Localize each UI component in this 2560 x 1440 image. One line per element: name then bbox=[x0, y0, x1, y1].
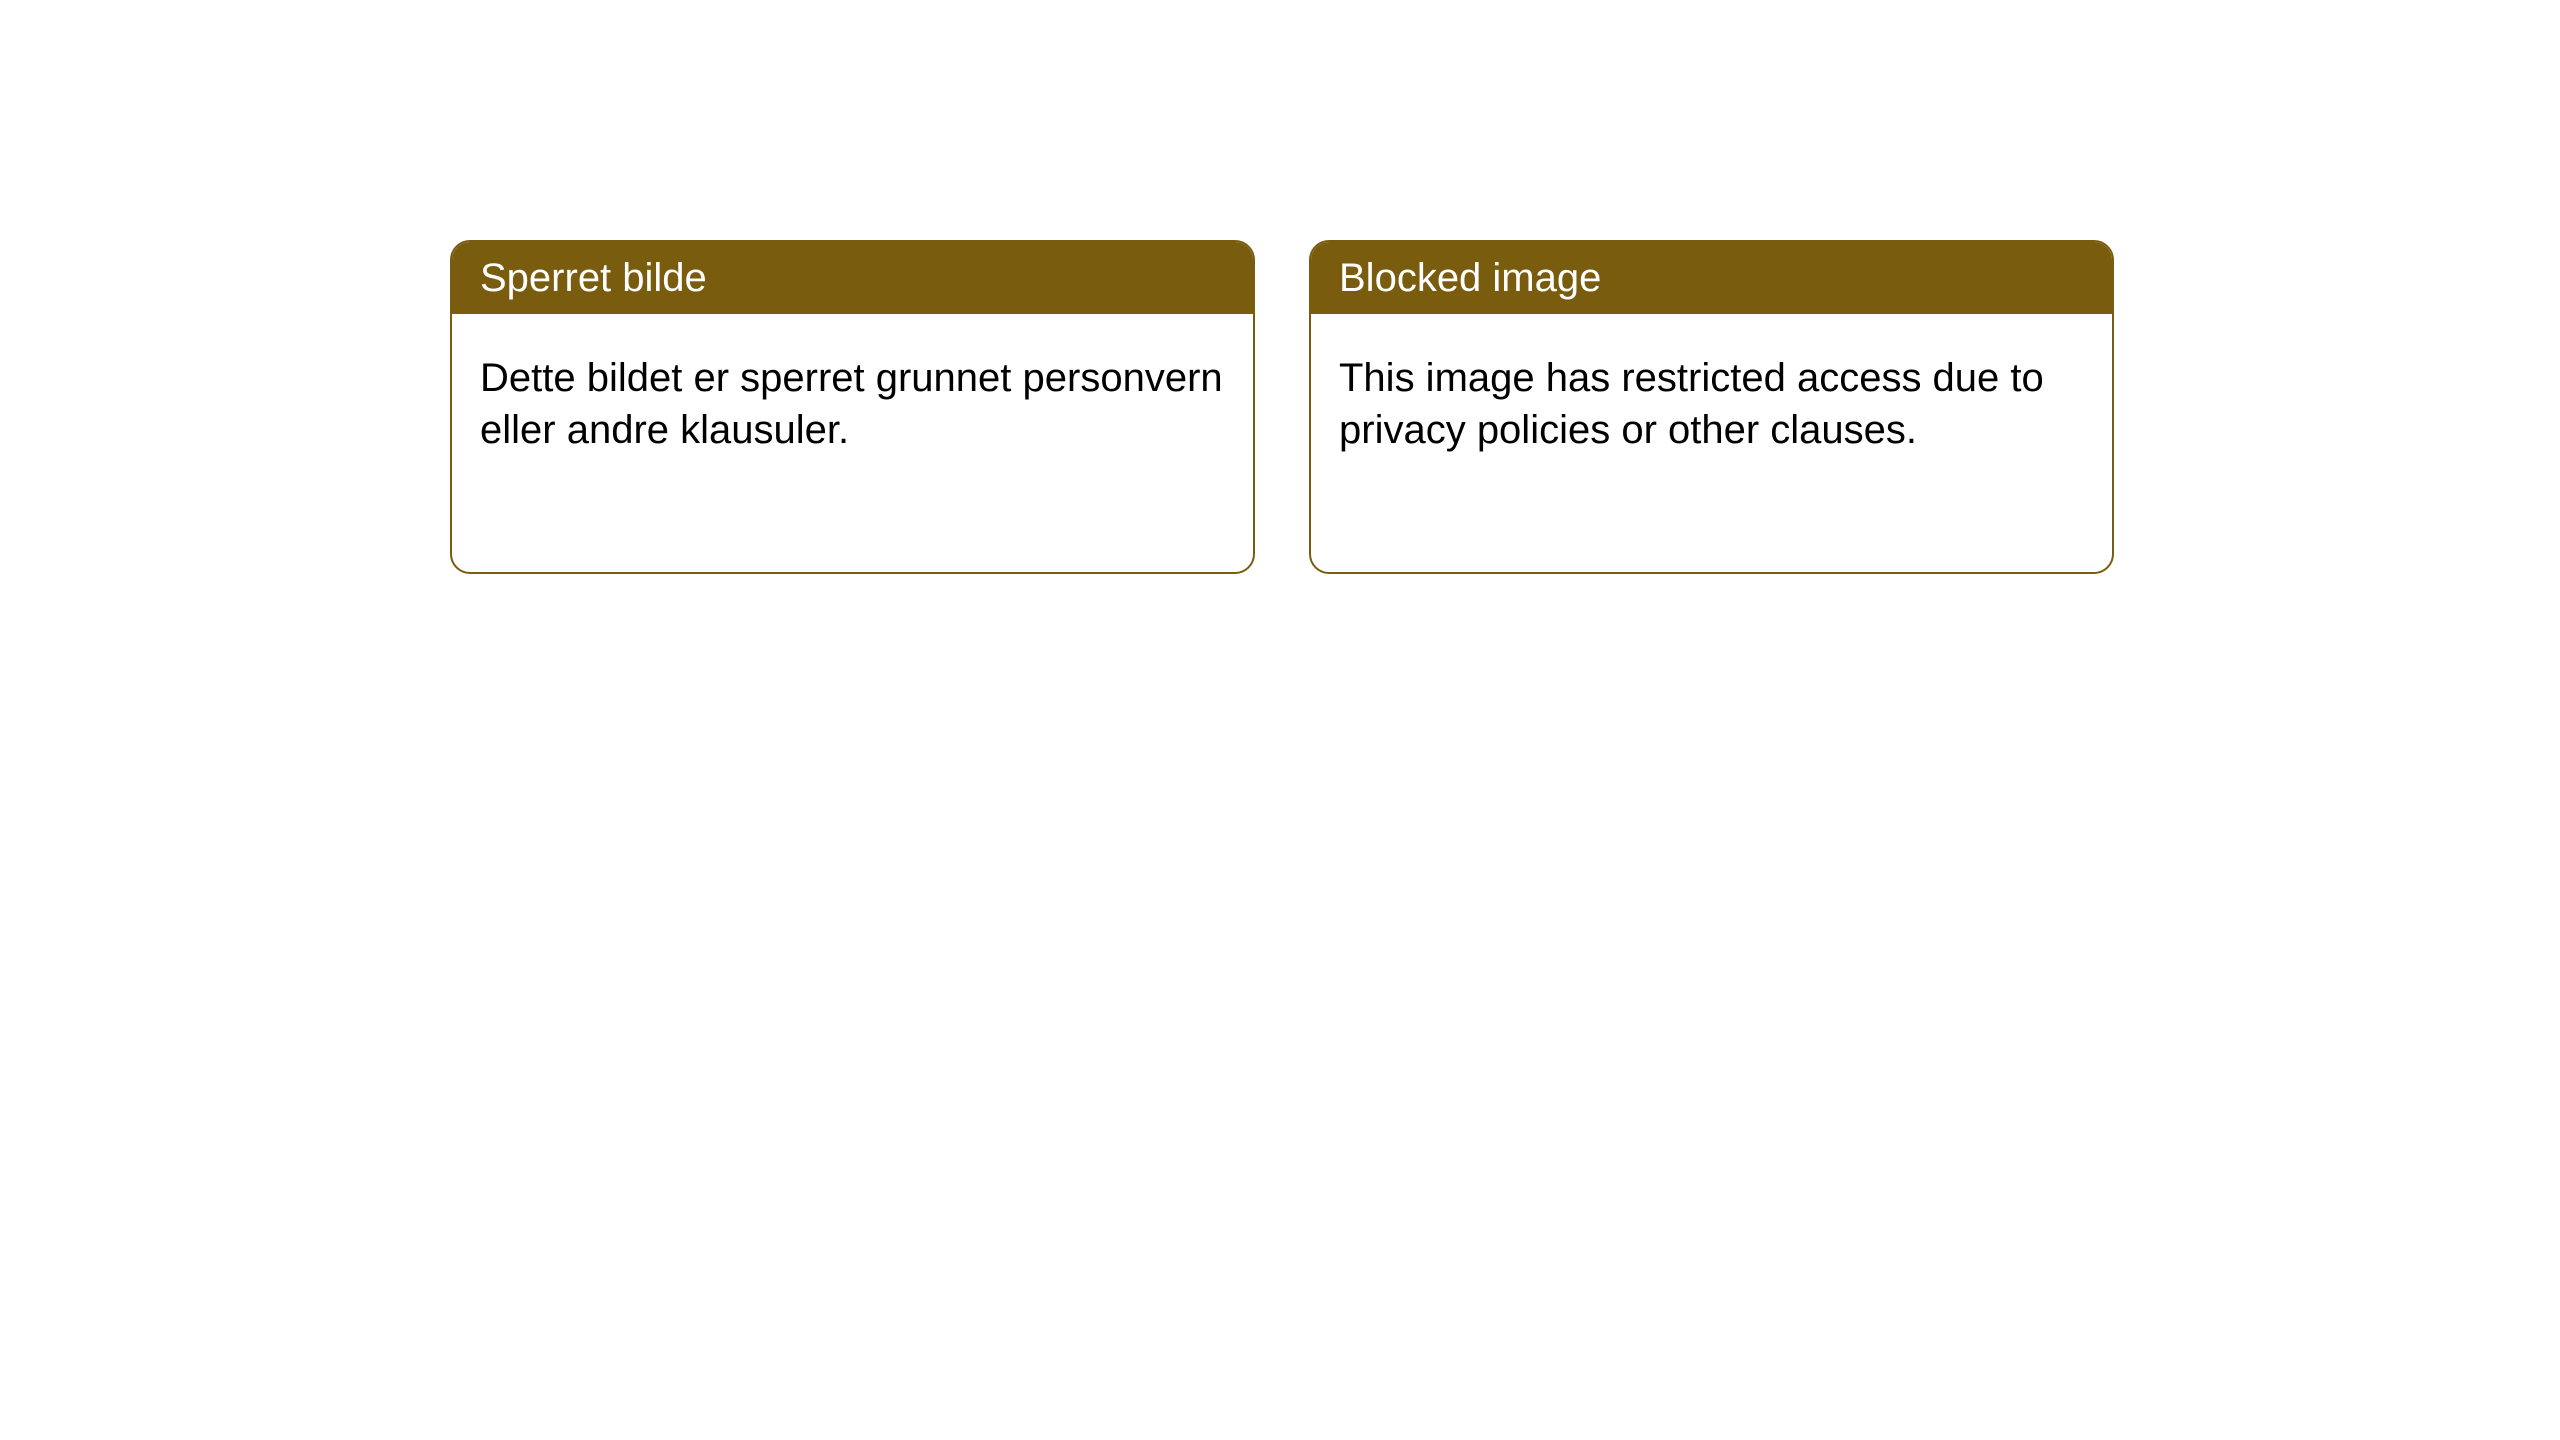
notice-body: Dette bildet er sperret grunnet personve… bbox=[452, 314, 1253, 494]
notice-container: Sperret bilde Dette bildet er sperret gr… bbox=[0, 0, 2560, 574]
notice-card-norwegian: Sperret bilde Dette bildet er sperret gr… bbox=[450, 240, 1255, 574]
notice-body-text: This image has restricted access due to … bbox=[1339, 356, 2044, 452]
notice-header-text: Sperret bilde bbox=[480, 256, 707, 300]
notice-header: Blocked image bbox=[1311, 242, 2112, 314]
notice-header: Sperret bilde bbox=[452, 242, 1253, 314]
notice-body-text: Dette bildet er sperret grunnet personve… bbox=[480, 356, 1223, 452]
notice-body: This image has restricted access due to … bbox=[1311, 314, 2112, 494]
notice-card-english: Blocked image This image has restricted … bbox=[1309, 240, 2114, 574]
notice-header-text: Blocked image bbox=[1339, 256, 1601, 300]
